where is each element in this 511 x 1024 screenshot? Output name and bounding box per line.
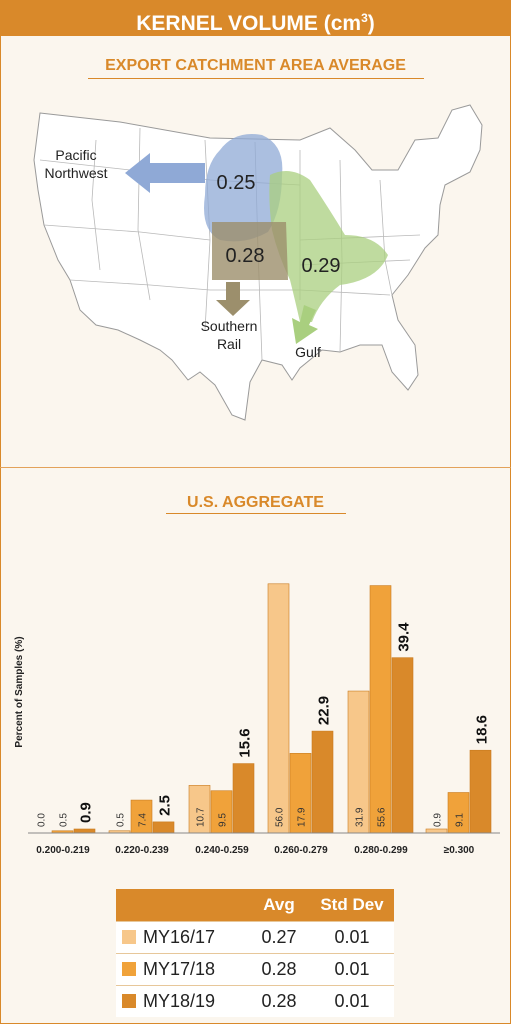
region-gulf-value: 0.29 <box>302 255 341 277</box>
legend-avg: 0.27 <box>248 921 310 954</box>
y-axis-label: Percent of Samples (%) <box>14 636 25 747</box>
data-label: 17.9 <box>297 807 308 827</box>
legend-avg: 0.28 <box>248 953 310 986</box>
legend-std: 0.01 <box>310 985 394 1017</box>
legend-row: MY17/18 0.28 0.01 <box>116 953 394 986</box>
x-tick-label: 0.200-0.219 <box>36 845 90 856</box>
section-divider <box>0 467 511 468</box>
region-pnw-value: 0.25 <box>217 172 256 194</box>
data-label: 0.9 <box>433 813 444 827</box>
data-label: 9.5 <box>218 813 229 827</box>
data-label: 10.7 <box>196 807 207 827</box>
label-sr-line1: Southern <box>201 318 258 334</box>
data-label: 0.5 <box>116 813 127 827</box>
data-label: 15.6 <box>237 728 254 757</box>
bar-MY1718-4 <box>369 585 392 834</box>
region-pnw-shape <box>204 134 283 242</box>
data-label: 0.0 <box>37 813 48 827</box>
data-label: 55.6 <box>377 807 388 827</box>
chart-title-rule <box>166 513 346 514</box>
region-gulf-shape <box>269 171 388 322</box>
bar-MY1819-5 <box>469 749 492 834</box>
bar-MY1819-2 <box>232 763 255 834</box>
legend-table: Avg Std Dev MY16/17 0.27 0.01 MY17/18 0.… <box>116 889 394 1017</box>
label-pnw-line1: Pacific <box>55 147 96 163</box>
data-label: 18.6 <box>474 715 491 744</box>
bar-MY1617-5 <box>425 828 448 834</box>
bar-MY1819-3 <box>311 730 334 834</box>
x-tick-label: ≥0.300 <box>444 845 475 856</box>
legend-swatch-my1819 <box>122 994 136 1008</box>
label-pnw-line2: Northwest <box>44 165 107 181</box>
map-title: EXPORT CATCHMENT AREA AVERAGE <box>105 57 406 74</box>
page-header: KERNEL VOLUME (cm3) <box>0 0 511 36</box>
data-label: 39.4 <box>396 622 413 652</box>
data-label: 0.9 <box>78 802 95 823</box>
arrow-southern-rail <box>216 282 250 316</box>
x-tick-label: 0.240-0.259 <box>195 845 249 856</box>
region-sr-value: 0.28 <box>226 245 265 267</box>
header-unit-sup: 3 <box>361 11 368 25</box>
data-label: 56.0 <box>275 807 286 827</box>
legend-avg: 0.28 <box>248 985 310 1017</box>
bar-MY1819-0 <box>73 828 96 834</box>
region-southern-rail-shape <box>212 222 288 280</box>
data-label: 9.1 <box>455 813 466 827</box>
label-sr-line2: Rail <box>217 336 241 352</box>
bar-MY1819-1 <box>152 821 175 834</box>
map-title-rule <box>88 78 424 79</box>
x-tick-label: 0.280-0.299 <box>354 845 408 856</box>
data-label: 2.5 <box>157 795 174 816</box>
data-label: 7.4 <box>138 813 149 827</box>
x-tick-label: 0.260-0.279 <box>274 845 328 856</box>
legend-name: MY16/17 <box>143 927 216 947</box>
us-map: 0.25 0.28 0.29 Pacific Northwest Souther… <box>33 104 483 421</box>
bar-MY1617-3 <box>267 583 290 834</box>
chart-title: U.S. AGGREGATE <box>187 494 324 511</box>
legend-header-series <box>116 889 248 922</box>
legend-row: MY18/19 0.28 0.01 <box>116 985 394 1017</box>
legend-std: 0.01 <box>310 921 394 954</box>
legend-row: MY16/17 0.27 0.01 <box>116 921 394 954</box>
legend-header-std: Std Dev <box>310 889 394 922</box>
header-title: KERNEL VOLUME (cm <box>136 12 362 35</box>
bar-MY1819-4 <box>391 657 414 834</box>
data-label: 22.9 <box>316 696 333 725</box>
arrow-pnw <box>125 153 205 193</box>
legend-std: 0.01 <box>310 953 394 986</box>
legend-header-avg: Avg <box>248 889 310 922</box>
data-label: 31.9 <box>355 807 366 827</box>
legend-swatch-my1617 <box>122 930 136 944</box>
legend-name: MY17/18 <box>143 959 216 979</box>
legend-name: MY18/19 <box>143 991 216 1011</box>
arrow-gulf <box>292 305 318 344</box>
label-gulf: Gulf <box>295 344 321 360</box>
x-tick-label: 0.220-0.239 <box>115 845 169 856</box>
data-label: 0.5 <box>59 813 70 827</box>
bar-chart: Percent of Samples (%) 0.0 0.5 0.9 0.200-0.… <box>14 583 500 856</box>
legend-swatch-my1718 <box>122 962 136 976</box>
header-title-end: ) <box>367 12 375 35</box>
legend-header-row: Avg Std Dev <box>116 889 394 922</box>
